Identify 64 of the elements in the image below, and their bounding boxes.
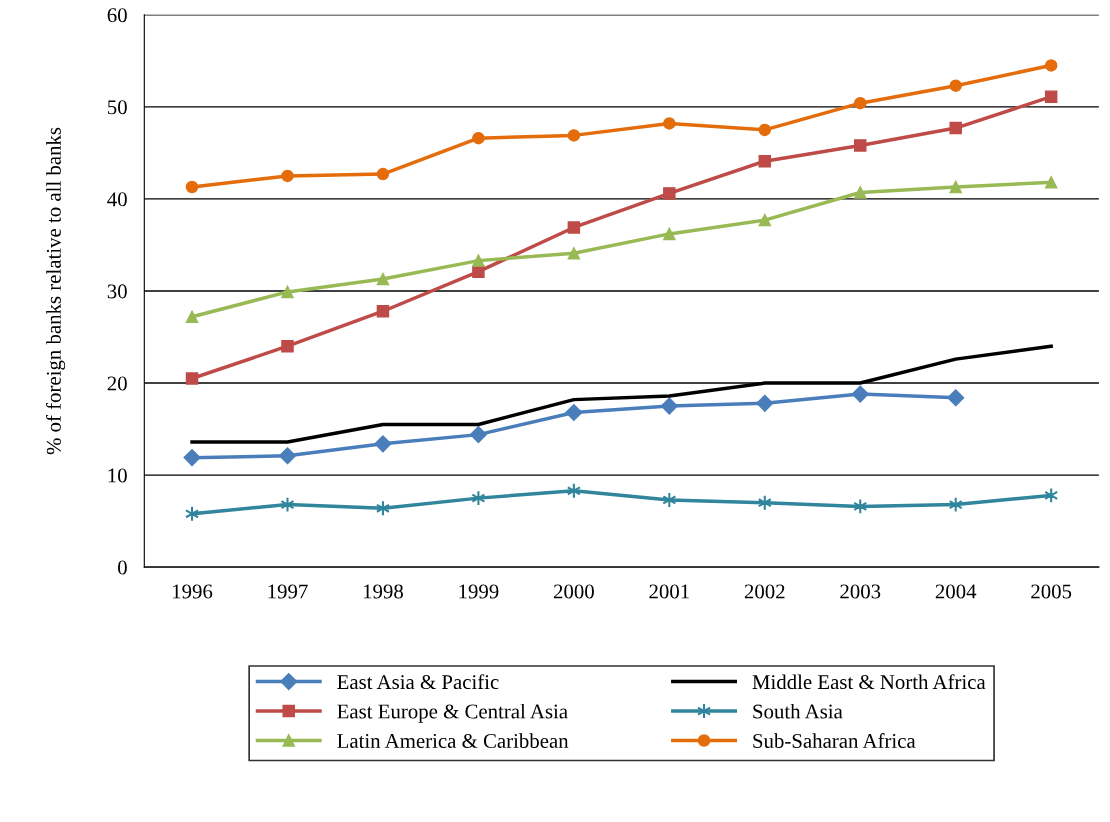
x-tick-label: 2000 xyxy=(553,584,594,599)
point xyxy=(1044,90,1058,103)
y-tick-label: 50 xyxy=(108,100,127,115)
point xyxy=(663,117,676,130)
point xyxy=(376,167,390,181)
point xyxy=(949,121,962,135)
legend-label: East Europe & Central Asia xyxy=(337,703,568,723)
x-tick-label: 1999 xyxy=(459,584,499,599)
x-tick-label: 2002 xyxy=(744,584,785,599)
point xyxy=(374,435,392,453)
point xyxy=(567,246,581,260)
point xyxy=(853,96,867,110)
point xyxy=(280,496,295,513)
y-tick-label: 40 xyxy=(107,192,127,207)
y-tick-label: 0 xyxy=(118,560,127,575)
x-tick-label: 1998 xyxy=(363,584,403,599)
point xyxy=(947,389,965,407)
x-tick-label: 1997 xyxy=(268,584,308,599)
point xyxy=(663,227,676,241)
point xyxy=(565,403,583,422)
point xyxy=(281,169,294,183)
x-tick-label: 2001 xyxy=(649,584,689,599)
point xyxy=(185,180,199,194)
point xyxy=(949,79,962,92)
x-tick-label: 2003 xyxy=(840,584,881,599)
point xyxy=(660,397,678,415)
y-axis-title: % of foreign banks relative to all banks xyxy=(45,127,66,455)
point xyxy=(1044,176,1058,189)
legend-label: Middle East & North Africa xyxy=(752,674,986,690)
point xyxy=(376,272,390,286)
point xyxy=(949,180,962,194)
point xyxy=(278,447,297,465)
point xyxy=(756,394,774,412)
point xyxy=(851,385,869,403)
x-tick-label: 1996 xyxy=(173,584,213,599)
point xyxy=(758,213,772,227)
point xyxy=(281,285,294,299)
y-tick-label: 10 xyxy=(108,468,127,483)
legend-label: Latin America & Caribbean xyxy=(337,733,569,748)
y-tick-label: 20 xyxy=(107,376,127,391)
point xyxy=(758,154,772,168)
point xyxy=(472,265,485,278)
point xyxy=(472,254,485,267)
y-tick-label: 60 xyxy=(107,8,127,23)
point xyxy=(567,129,581,142)
legend-label: South Asia xyxy=(753,703,843,719)
point xyxy=(183,449,201,467)
point xyxy=(472,131,485,145)
y-tick-label: 30 xyxy=(107,284,127,299)
legend-label: Sub-Saharan Africa xyxy=(753,733,916,748)
point xyxy=(1044,59,1058,72)
point xyxy=(853,186,867,199)
point xyxy=(185,310,199,324)
point xyxy=(758,123,772,137)
point xyxy=(567,221,581,234)
x-tick-label: 2005 xyxy=(1031,584,1072,599)
point xyxy=(853,139,867,152)
point xyxy=(281,339,294,353)
point xyxy=(376,304,390,318)
point xyxy=(663,187,676,200)
point xyxy=(185,372,199,385)
point xyxy=(469,426,487,444)
x-tick-label: 2004 xyxy=(935,584,977,599)
legend-label: East Asia & Pacific xyxy=(337,674,499,690)
